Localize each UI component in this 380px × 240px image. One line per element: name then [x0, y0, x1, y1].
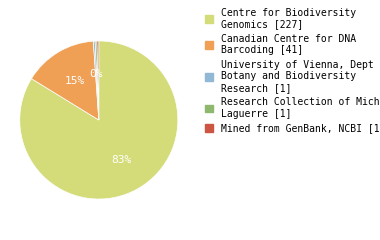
Text: 83%: 83%: [111, 155, 131, 165]
Text: 0%: 0%: [89, 69, 103, 79]
Wedge shape: [32, 41, 99, 120]
Legend: Centre for Biodiversity
Genomics [227], Canadian Centre for DNA
Barcoding [41], : Centre for Biodiversity Genomics [227], …: [203, 5, 380, 136]
Wedge shape: [97, 41, 99, 120]
Text: 15%: 15%: [65, 76, 85, 86]
Wedge shape: [95, 41, 99, 120]
Wedge shape: [20, 41, 178, 199]
Wedge shape: [93, 41, 99, 120]
